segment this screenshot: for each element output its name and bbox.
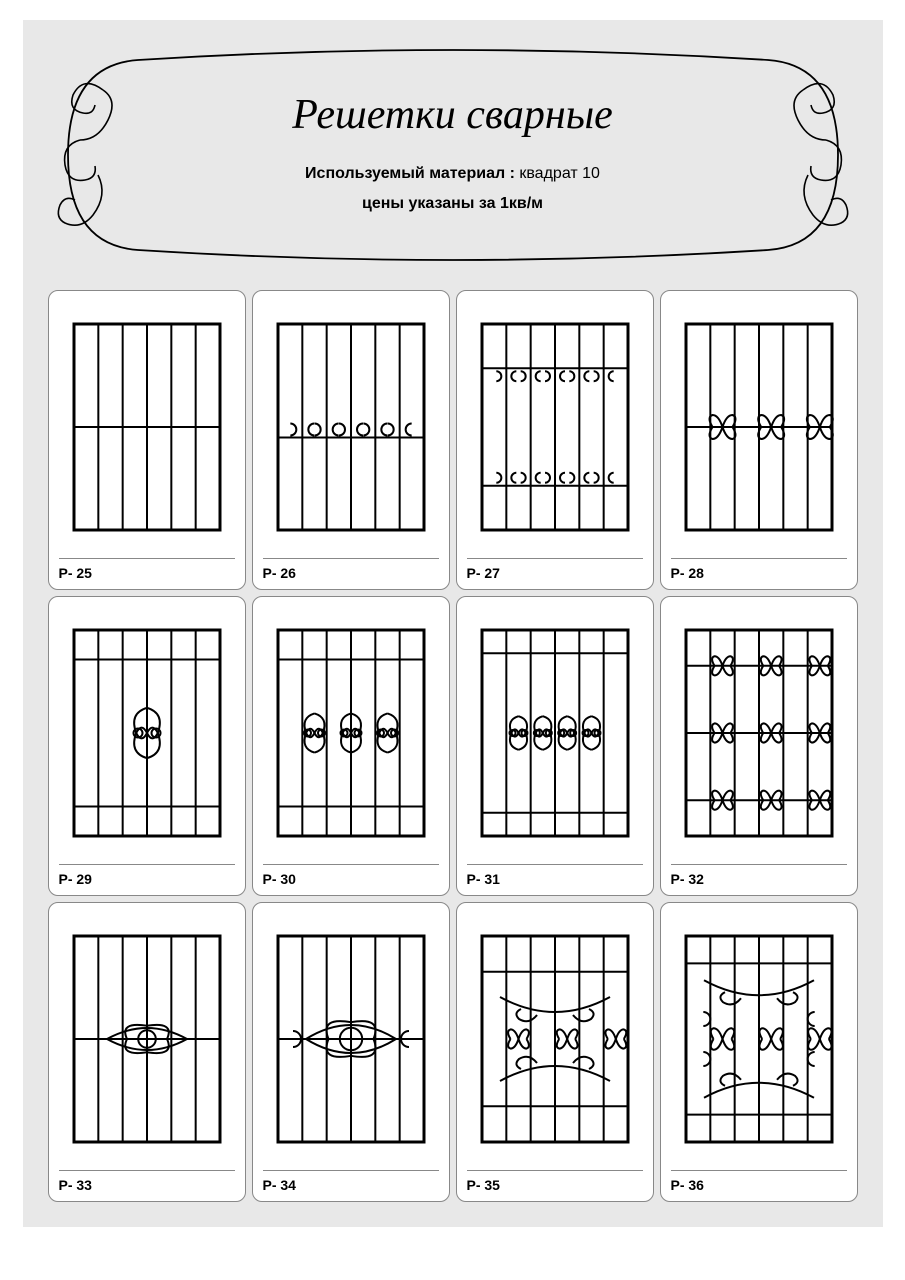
cell-code-label: P- 30 (263, 864, 439, 887)
cell-code-label: P- 36 (671, 1170, 847, 1193)
grille-thumbnail (467, 913, 643, 1164)
grille-thumbnail (671, 607, 847, 858)
header-cartouche: Решетки сварные Используемый материал : … (48, 45, 858, 265)
catalog-cell: P- 26 (252, 290, 450, 590)
material-line: Используемый материал : квадрат 10 (305, 165, 600, 183)
cell-code-label: P- 26 (263, 558, 439, 581)
price-note: цены указаны за 1кв/м (362, 195, 543, 213)
grille-thumbnail (263, 607, 439, 858)
material-label: Используемый материал : (305, 165, 515, 182)
cell-code-label: P- 28 (671, 558, 847, 581)
material-value: квадрат 10 (519, 165, 600, 182)
cell-code-label: P- 31 (467, 864, 643, 887)
catalog-cell: P- 27 (456, 290, 654, 590)
catalog-cell: P- 33 (48, 902, 246, 1202)
catalog-cell: P- 30 (252, 596, 450, 896)
catalog-cell: P- 31 (456, 596, 654, 896)
catalog-cell: P- 28 (660, 290, 858, 590)
catalog-cell: P- 36 (660, 902, 858, 1202)
grille-thumbnail (59, 301, 235, 552)
catalog-cell: P- 29 (48, 596, 246, 896)
cell-code-label: P- 29 (59, 864, 235, 887)
catalog-page: Решетки сварные Используемый материал : … (23, 20, 883, 1227)
grille-thumbnail (59, 607, 235, 858)
cell-code-label: P- 25 (59, 558, 235, 581)
catalog-cell: P- 35 (456, 902, 654, 1202)
grille-thumbnail (671, 301, 847, 552)
cell-code-label: P- 35 (467, 1170, 643, 1193)
catalog-cell: P- 34 (252, 902, 450, 1202)
cell-code-label: P- 33 (59, 1170, 235, 1193)
cell-code-label: P- 27 (467, 558, 643, 581)
grille-thumbnail (467, 607, 643, 858)
cell-code-label: P- 32 (671, 864, 847, 887)
page-title: Решетки сварные (292, 91, 613, 139)
grille-thumbnail (467, 301, 643, 552)
catalog-grid: P- 25 P- 26 P- 27 P- 28 P- 29 (48, 290, 858, 1202)
catalog-cell: P- 32 (660, 596, 858, 896)
grille-thumbnail (263, 913, 439, 1164)
cell-code-label: P- 34 (263, 1170, 439, 1193)
grille-thumbnail (263, 301, 439, 552)
grille-thumbnail (671, 913, 847, 1164)
grille-thumbnail (59, 913, 235, 1164)
catalog-cell: P- 25 (48, 290, 246, 590)
